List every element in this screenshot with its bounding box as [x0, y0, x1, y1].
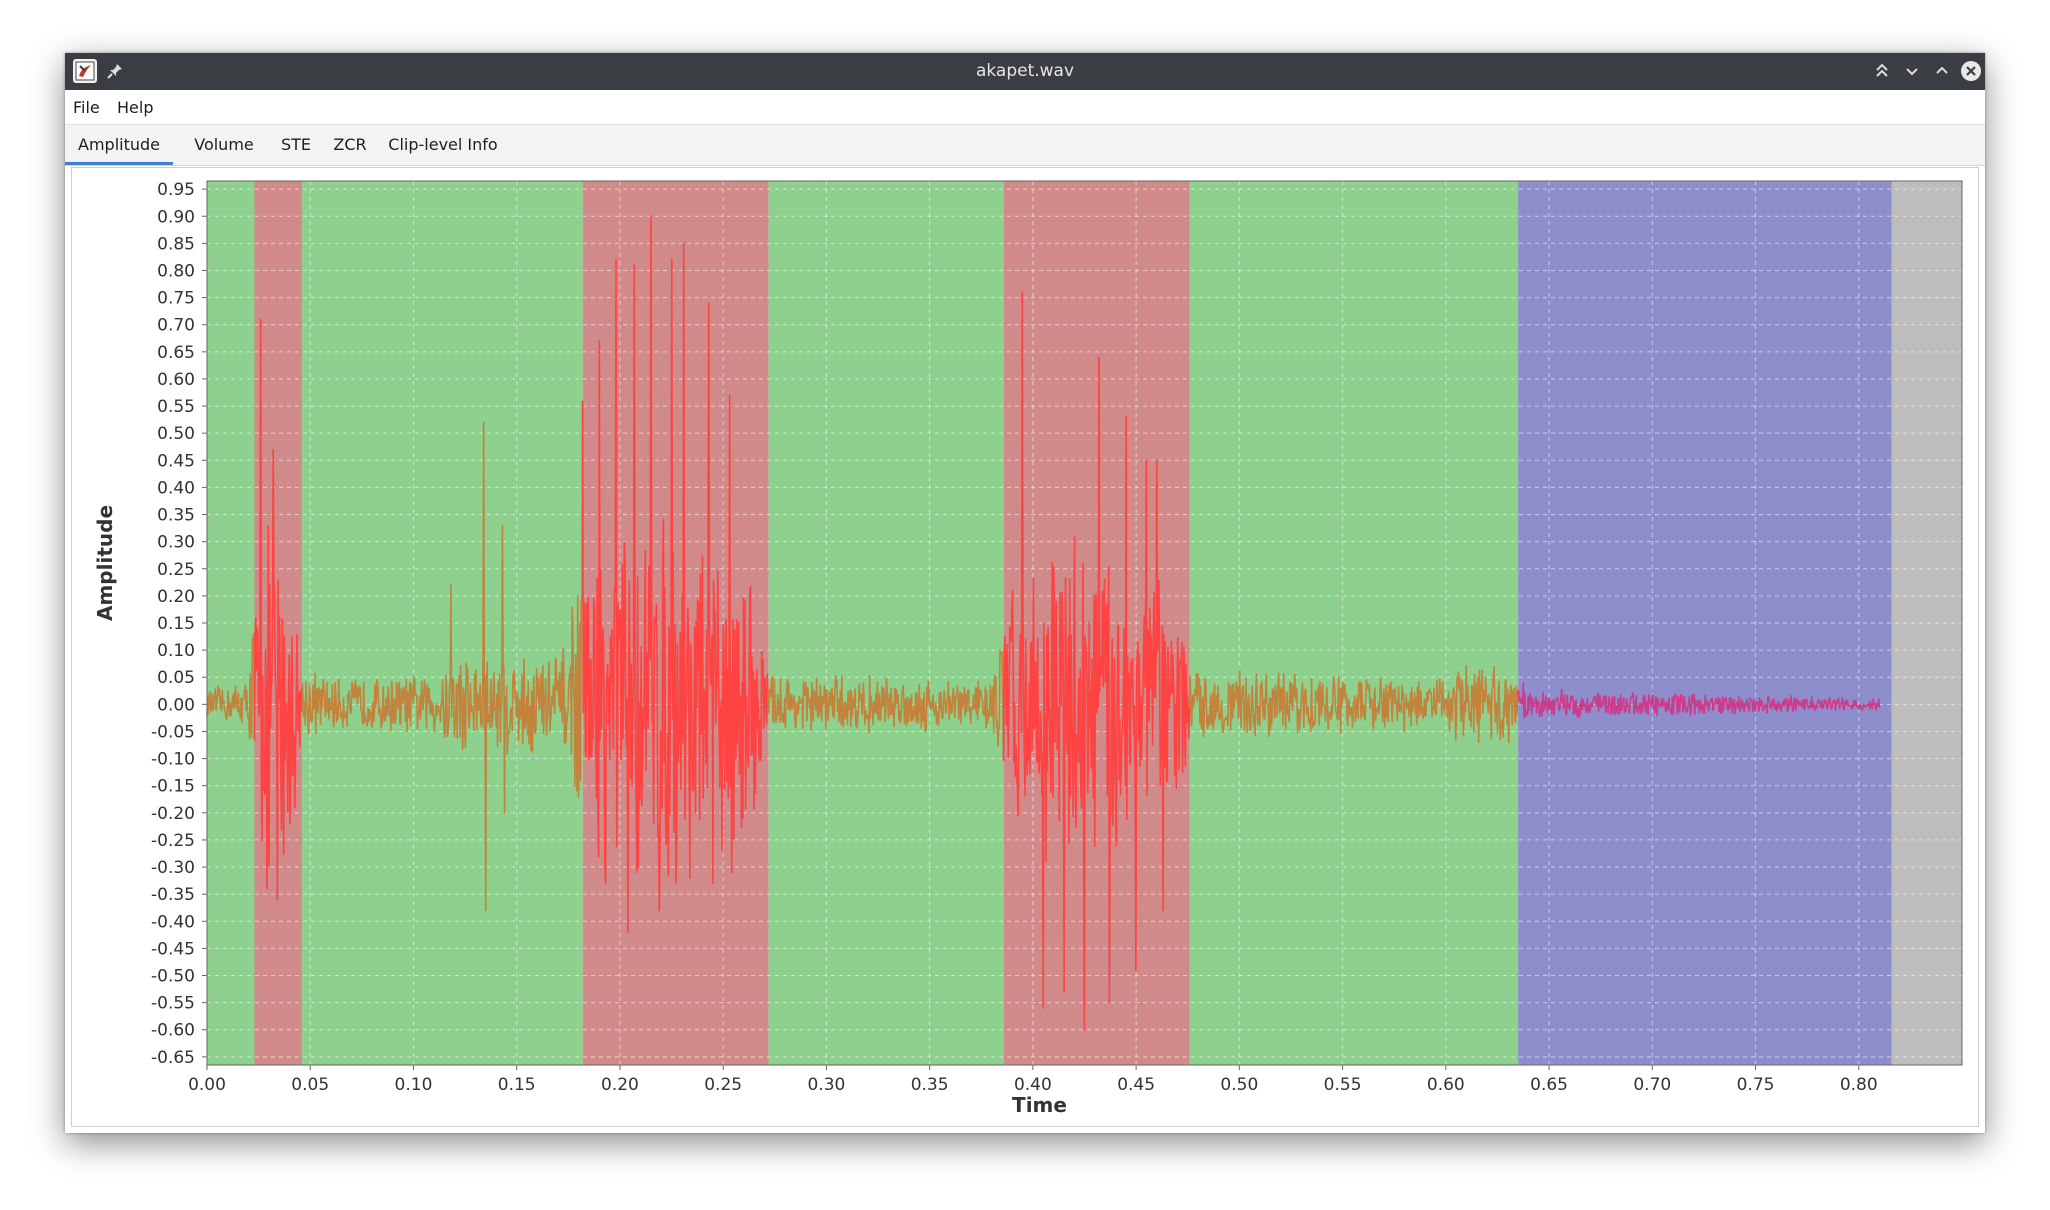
- menu-help[interactable]: Help: [117, 98, 154, 117]
- x-tick-label: 0.50: [1220, 1075, 1258, 1095]
- close-icon[interactable]: [1960, 60, 1982, 82]
- tab-bar: Amplitude Volume STE ZCR Clip-level Info: [65, 125, 1985, 166]
- y-tick-label: 0.65: [157, 343, 195, 363]
- y-tick-label: -0.45: [151, 939, 195, 959]
- y-tick-label: -0.25: [151, 831, 195, 851]
- y-tick-label: 0.30: [157, 533, 195, 553]
- region-green: [207, 181, 255, 1065]
- java-app-icon[interactable]: [73, 59, 97, 83]
- y-tick-label: -0.30: [151, 858, 195, 878]
- x-tick-label: 0.25: [704, 1075, 742, 1095]
- y-tick-label: 0.50: [157, 424, 195, 444]
- x-tick-label: 0.45: [1117, 1075, 1155, 1095]
- y-tick-label: 0.60: [157, 370, 195, 390]
- amplitude-chart: 0.95 0.90 0.85 0.80 0.75 0.70 0.65 0.60 0.55 0.50…: [93, 180, 1963, 1117]
- waveform-line: [1188, 665, 1519, 744]
- maximize-icon[interactable]: [1931, 60, 1953, 82]
- waveform-line: [1516, 682, 1881, 719]
- y-tick-label: 0.45: [157, 451, 195, 471]
- y-tick-label: 0.35: [157, 506, 195, 526]
- y-tick-label: 0.20: [157, 587, 195, 607]
- keep-above-icon[interactable]: [1871, 60, 1893, 82]
- y-tick-label: -0.50: [151, 967, 195, 987]
- x-tick-label: 0.20: [601, 1075, 639, 1095]
- x-tick-label: 0.75: [1737, 1075, 1775, 1095]
- waveform-line: [206, 632, 256, 741]
- y-tick-label: -0.20: [151, 804, 195, 824]
- y-tick-label: 0.40: [157, 478, 195, 498]
- x-axis-title: Time: [1012, 1093, 1067, 1117]
- chart-panel: 0.95 0.90 0.85 0.80 0.75 0.70 0.65 0.60 0.55 0.50…: [71, 167, 1979, 1127]
- y-tick-label: 0.25: [157, 560, 195, 580]
- y-tick-label: 0.85: [157, 234, 195, 254]
- tab-zcr[interactable]: ZCR: [333, 135, 367, 154]
- y-tick-label: -0.05: [151, 722, 195, 742]
- x-tick-label: 0.55: [1324, 1075, 1362, 1095]
- waveform-line: [253, 318, 303, 901]
- tab-amplitude[interactable]: Amplitude: [65, 125, 173, 165]
- window-title: akapet.wav: [975, 61, 1075, 81]
- x-tick-label: 0.30: [807, 1075, 845, 1095]
- y-tick-label: 0.05: [157, 668, 195, 688]
- y-tick-label: 0.10: [157, 641, 195, 661]
- y-tick-label: -0.60: [151, 1021, 195, 1041]
- waveform-line: [581, 215, 769, 933]
- y-tick-label: 0.90: [157, 207, 195, 227]
- waveform-line: [767, 648, 1005, 761]
- x-tick-label: 0.00: [188, 1075, 226, 1095]
- x-tick-label: 0.80: [1840, 1075, 1878, 1095]
- menu-file[interactable]: File: [73, 98, 100, 117]
- x-tick-label: 0.40: [1014, 1075, 1052, 1095]
- x-tick-label: 0.60: [1427, 1075, 1465, 1095]
- y-tick-label: 0.80: [157, 261, 195, 281]
- y-tick-label: -0.65: [151, 1048, 195, 1068]
- x-tick-label: 0.65: [1530, 1075, 1568, 1095]
- x-tick-label: 0.05: [291, 1075, 329, 1095]
- tab-clip-level-info[interactable]: Clip-level Info: [388, 135, 498, 154]
- title-bar[interactable]: akapet.wav: [65, 53, 1985, 90]
- y-tick-label: -0.15: [151, 777, 195, 797]
- pin-icon[interactable]: [105, 61, 125, 81]
- y-tick-label: 0.70: [157, 316, 195, 336]
- y-tick-label: -0.40: [151, 912, 195, 932]
- x-tick-label: 0.70: [1633, 1075, 1671, 1095]
- y-tick-label: 0.55: [157, 397, 195, 417]
- y-tick-label: 0.15: [157, 614, 195, 634]
- menu-bar: File Help: [65, 90, 1985, 125]
- x-tick-label: 0.15: [498, 1075, 536, 1095]
- y-tick-label: 0.95: [157, 180, 195, 200]
- y-tick-label: 0.75: [157, 289, 195, 309]
- y-tick-label: -0.10: [151, 750, 195, 770]
- app-window: akapet.wav File Help Amp: [65, 53, 1985, 1133]
- waveform-line: [300, 400, 584, 912]
- x-tick-label: 0.10: [395, 1075, 433, 1095]
- waveform-line: [1002, 291, 1191, 1031]
- tab-volume[interactable]: Volume: [194, 135, 254, 154]
- y-tick-label: -0.55: [151, 994, 195, 1014]
- y-axis-title: Amplitude: [93, 505, 117, 621]
- tab-ste[interactable]: STE: [280, 135, 312, 154]
- y-tick-label: 0.00: [157, 695, 195, 715]
- y-tick-label: -0.35: [151, 885, 195, 905]
- minimize-icon[interactable]: [1901, 60, 1923, 82]
- x-tick-label: 0.35: [911, 1075, 949, 1095]
